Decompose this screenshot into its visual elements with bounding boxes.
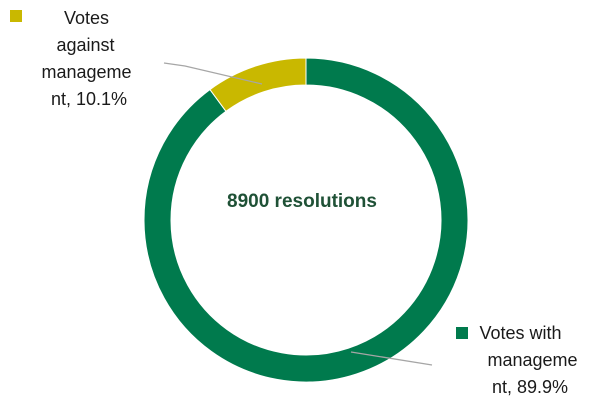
svg-text:Votes with manageme: Votes with manageme nt, 89.9%: [479, 323, 582, 397]
donut-slice-0: [143, 57, 469, 383]
label-line: nt, 89.9%: [492, 377, 568, 397]
leader-line-votes-against: [163, 62, 263, 85]
label-line: Votes with: [479, 323, 561, 343]
legend-marker-votes-with: [456, 327, 468, 339]
leader-line-votes-with: [350, 351, 433, 366]
label-line: manageme: [41, 62, 131, 82]
center-label: 8900 resolutions: [227, 191, 377, 212]
slice-label-votes-with-management: Votes with manageme nt, 89.9%: [456, 323, 582, 397]
slice-label-votes-against-management: Votes against manageme nt, 10.1%: [10, 8, 136, 109]
label-line: nt, 10.1%: [51, 89, 127, 109]
label-line: Votes: [64, 8, 109, 28]
leader-lines: [163, 62, 433, 366]
slices-layer: [143, 57, 469, 383]
label-line: manageme: [487, 350, 577, 370]
legend-marker-votes-against: [10, 10, 22, 22]
donut-slice-1: [209, 57, 307, 112]
svg-text:Votes against mana: Votes against manageme nt, 10.1%: [41, 8, 136, 109]
label-line: against: [56, 35, 114, 55]
